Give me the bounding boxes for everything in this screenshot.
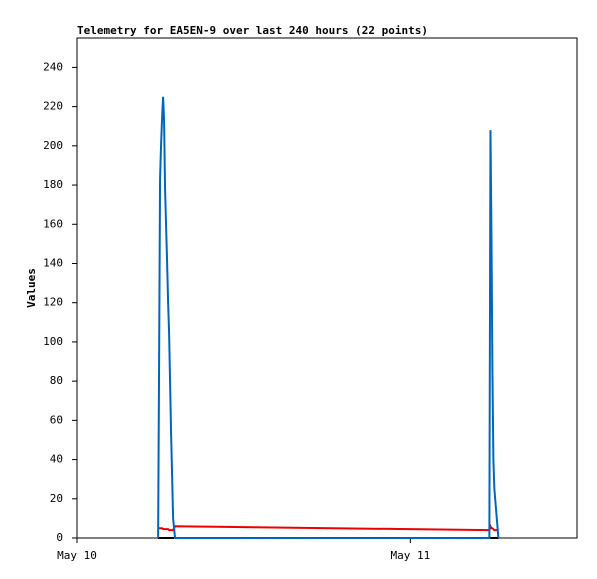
y-tick-label: 140 (43, 256, 63, 269)
y-tick-label: 220 (43, 100, 63, 113)
y-tick-label: 100 (43, 335, 63, 348)
y-tick-label: 0 (56, 531, 63, 544)
x-tick-label: May 10 (57, 549, 97, 562)
y-tick-label: 20 (50, 492, 63, 505)
y-tick-label: 80 (50, 374, 63, 387)
y-tick-label: 180 (43, 178, 63, 191)
y-tick-label: 200 (43, 139, 63, 152)
x-tick-label: May 11 (390, 549, 430, 562)
y-axis-label: Values (25, 268, 38, 308)
y-tick-label: 120 (43, 296, 63, 309)
y-tick-label: 60 (50, 413, 63, 426)
y-tick-label: 40 (50, 453, 63, 466)
chart-title: Telemetry for EA5EN-9 over last 240 hour… (77, 24, 428, 37)
series-line (158, 523, 499, 532)
y-tick-label: 240 (43, 60, 63, 73)
y-tick-label: 160 (43, 217, 63, 230)
series-line (157, 96, 500, 539)
plot-area (76, 37, 578, 539)
